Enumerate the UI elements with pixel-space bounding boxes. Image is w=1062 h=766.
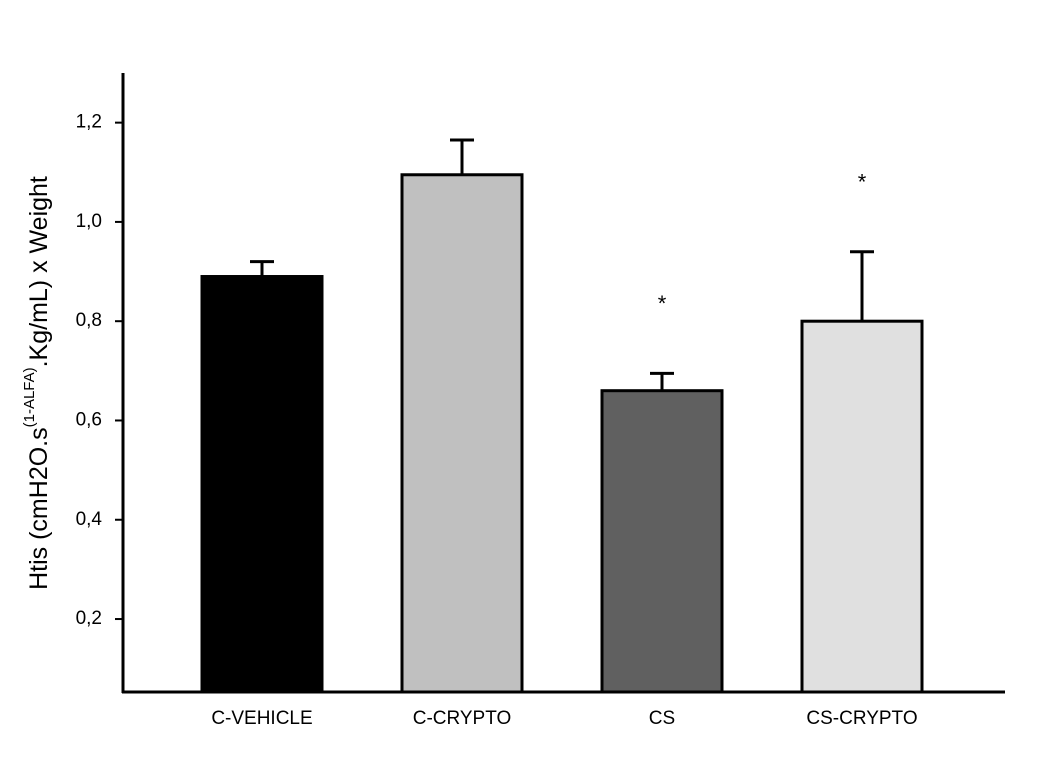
y-label-rest: .Kg/mL) x Weight: [25, 176, 53, 367]
bar: [800, 319, 924, 694]
x-tick-label: C-VEHICLE: [211, 708, 312, 729]
y-tick-label: 1,2: [76, 112, 102, 133]
significance-marker: *: [858, 170, 867, 195]
y-tick-label: 0,8: [76, 310, 102, 331]
y-axis-label: Htis (cmH2O.s(1-ALFA).Kg/mL) x Weight: [21, 176, 53, 590]
x-tick-label: C-CRYPTO: [413, 708, 512, 729]
significance-marker: *: [658, 291, 667, 316]
x-tick-label: CS-CRYPTO: [806, 708, 917, 729]
y-tick-label: 0,6: [76, 409, 102, 430]
x-tick-label: CS: [649, 708, 675, 729]
bar: [400, 173, 524, 694]
bar: [200, 275, 324, 694]
y-tick-label: 0,4: [76, 509, 103, 530]
y-label-superscript: (1-ALFA): [21, 367, 38, 427]
bar: [600, 389, 724, 694]
y-tick-label: 1,0: [76, 211, 102, 232]
y-tick-label: 0,2: [76, 608, 102, 629]
y-label-main: Htis (cmH2O.s: [25, 427, 53, 590]
